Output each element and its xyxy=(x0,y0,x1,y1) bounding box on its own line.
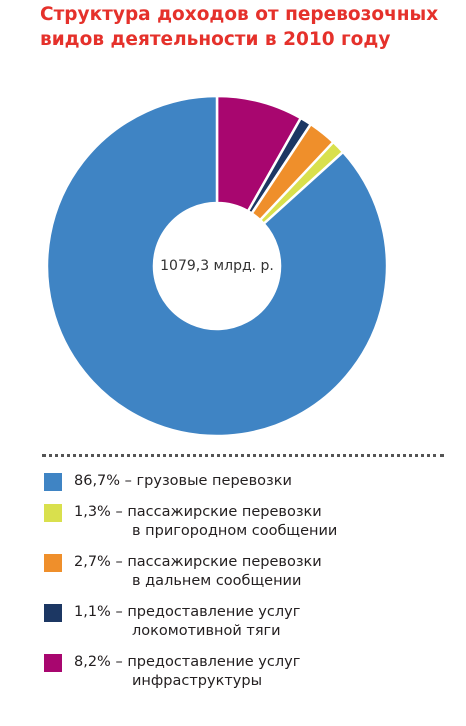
legend-divider xyxy=(42,454,444,457)
legend-percent: 86,7% xyxy=(74,473,121,489)
legend-percent: 2,7% xyxy=(74,554,111,570)
legend-dash: – xyxy=(120,473,137,489)
donut-slices xyxy=(45,94,389,438)
legend-item-freight: 86,7% – грузовые перевозки xyxy=(44,472,459,491)
chart-legend: 86,7% – грузовые перевозки 1,3% – пассаж… xyxy=(44,472,459,691)
legend-swatch xyxy=(44,554,62,572)
chart-title-line-2: видов деятельности в 2010 году xyxy=(40,29,391,50)
legend-swatch xyxy=(44,473,62,491)
legend-dash: – xyxy=(110,604,128,620)
legend-label: пассажирские перевозки xyxy=(127,504,322,520)
legend-swatch xyxy=(44,504,62,522)
legend-percent: 1,1% xyxy=(74,604,111,620)
legend-item-locomotive-traction: 1,1% – предоставление услуг локомотивной… xyxy=(44,603,459,641)
legend-dash: – xyxy=(110,554,128,570)
legend-label: предоставление услуг xyxy=(127,654,301,670)
legend-label: грузовые перевозки xyxy=(136,473,292,489)
legend-label: пассажирские перевозки xyxy=(127,554,322,570)
legend-label-line-2: в пригородном сообщении xyxy=(132,523,338,539)
slice-freight xyxy=(45,94,389,438)
donut-center-total: 1079,3 млрд. р. xyxy=(160,258,274,274)
legend-item-long-distance-passenger: 2,7% – пассажирские перевозки в дальнем … xyxy=(44,553,459,591)
legend-swatch xyxy=(44,604,62,622)
legend-swatch xyxy=(44,654,62,672)
legend-label-line-2: локомотивной тяги xyxy=(132,623,281,639)
legend-percent: 1,3% xyxy=(74,504,111,520)
legend-dash: – xyxy=(110,654,128,670)
legend-label-line-2: в дальнем сообщении xyxy=(132,573,302,589)
legend-item-infrastructure: 8,2% – предоставление услуг инфраструкту… xyxy=(44,653,459,691)
legend-label: предоставление услуг xyxy=(127,604,301,620)
legend-percent: 8,2% xyxy=(74,654,111,670)
legend-dash: – xyxy=(110,504,128,520)
chart-title: Структура доходов от перевозочных видов … xyxy=(40,2,460,52)
legend-label-line-2: инфраструктуры xyxy=(132,673,263,689)
legend-item-suburban-passenger: 1,3% – пассажирские перевозки в пригород… xyxy=(44,503,459,541)
donut-chart: 1079,3 млрд. р. xyxy=(45,94,389,438)
chart-title-line-1: Структура доходов от перевозочных xyxy=(40,4,439,25)
